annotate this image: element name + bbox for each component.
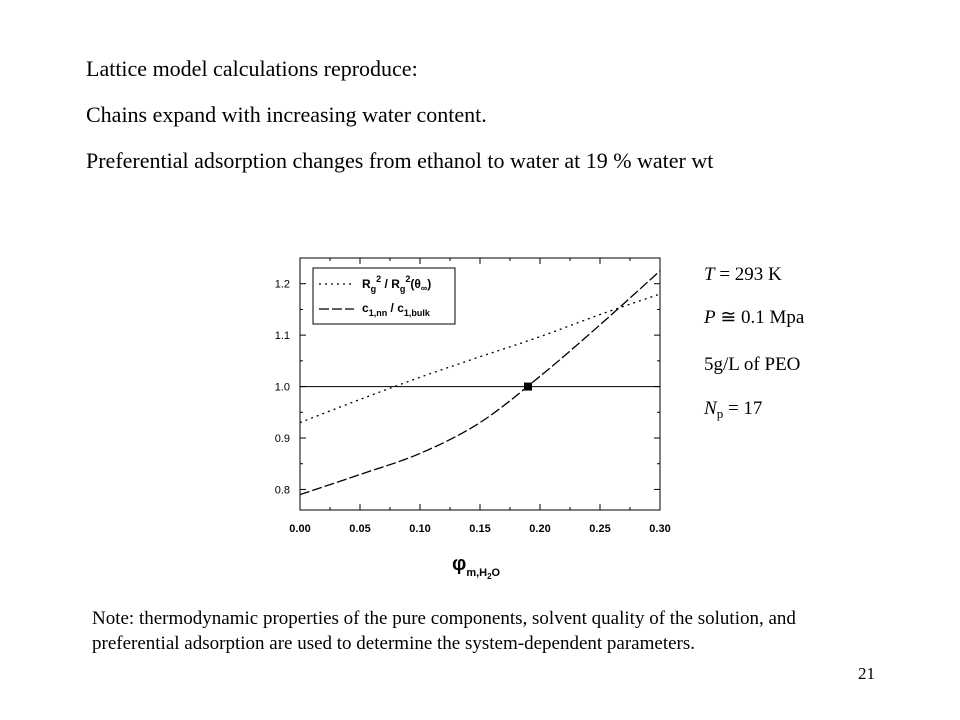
footnote: Note: thermodynamic properties of the pu…	[92, 608, 796, 654]
y-tick-label: 1.0	[275, 382, 290, 394]
x-tick-label: 0.10	[409, 523, 430, 535]
condition-pressure-symbol: P	[704, 307, 716, 328]
condition-pressure-value: ≅ 0.1 Mpa	[715, 307, 805, 328]
x-tick-label: 0.05	[349, 523, 370, 535]
y-tick-label: 1.1	[275, 330, 290, 342]
y-tick-label: 0.9	[275, 433, 290, 445]
legend: Rg2 / Rg2(θ∞) c1,nn / c1,bulk	[312, 267, 456, 325]
crossing-marker	[524, 382, 532, 391]
bullet-3: Preferential adsorption changes from eth…	[86, 148, 714, 173]
condition-temperature-symbol: T	[704, 264, 715, 285]
x-tick-label: 0.15	[469, 523, 490, 535]
condition-concentration: 5g/L of PEO	[704, 354, 801, 375]
x-axis-label-sub3: O	[492, 567, 501, 579]
condition-chain-length-symbol: N	[704, 398, 717, 419]
x-axis-label-sub2: 2	[487, 572, 492, 581]
condition-temperature: T = 293 K	[704, 264, 782, 286]
x-tick-label: 0.20	[529, 523, 550, 535]
legend-box	[312, 267, 456, 325]
y-tick-label: 0.8	[275, 484, 290, 496]
bullet-1: Lattice model calculations reproduce:	[86, 56, 418, 81]
page-number: 21	[858, 664, 875, 683]
x-tick-label: 0.30	[649, 523, 670, 535]
condition-temperature-value: = 293 K	[714, 264, 782, 285]
x-tick-label: 0.25	[589, 523, 610, 535]
condition-chain-length-value: = 17	[723, 398, 763, 419]
condition-chain-length-subscript: p	[716, 406, 724, 421]
x-tick-label: 0.00	[289, 523, 310, 535]
x-axis-label-main: φ	[452, 553, 466, 575]
series-rg-ratio-line	[299, 293, 661, 424]
bullet-2: Chains expand with increasing water cont…	[86, 102, 487, 127]
condition-chain-length: Np = 17	[704, 398, 762, 422]
condition-pressure: P ≅ 0.1 Mpa	[704, 306, 804, 329]
y-tick-label: 1.2	[275, 279, 290, 291]
x-axis-label-sub: m,H	[466, 567, 487, 579]
x-axis-label: φm,H2O	[452, 553, 501, 581]
